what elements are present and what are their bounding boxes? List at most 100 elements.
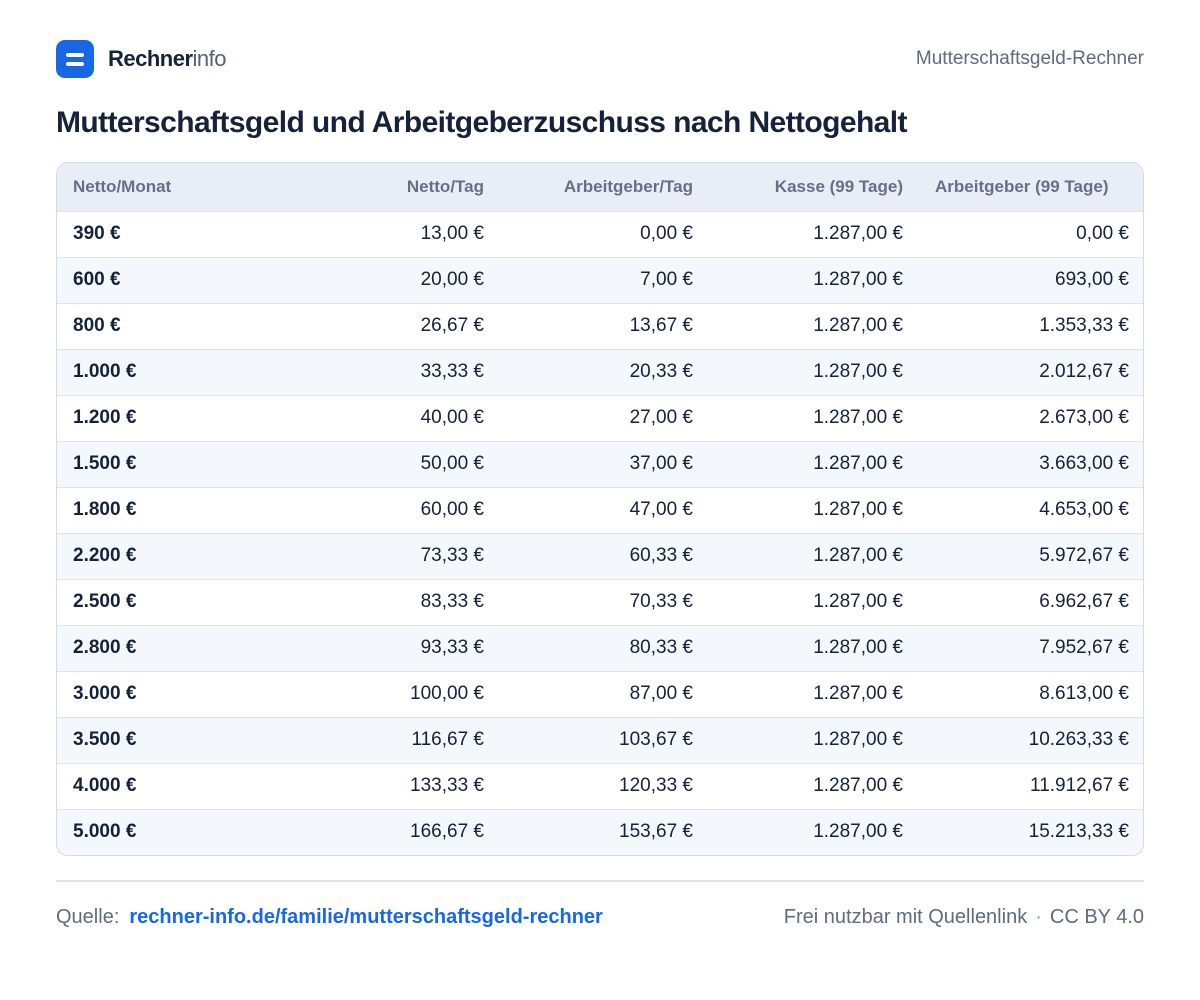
table-row: 2.800 € 93,33 € 80,33 € 1.287,00 € 7.952,67 …	[57, 625, 1143, 671]
license-name: CC BY 4.0	[1049, 906, 1144, 928]
table-cell: 11.912,67 €	[1030, 775, 1129, 796]
table-cell: 27,00 €	[629, 407, 693, 428]
table-cell: 87,00 €	[629, 683, 693, 704]
table-row: 800 € 26,67 € 13,67 € 1.287,00 € 1.353,33 €	[57, 303, 1143, 349]
table-cell: 120,33 €	[619, 775, 693, 796]
table-cell: 2.500 €	[73, 591, 137, 612]
table-cell: 1.800 €	[73, 499, 137, 520]
table-cell: 800 €	[73, 315, 121, 336]
table-cell: 1.287,00 €	[813, 269, 903, 290]
table-cell: 1.287,00 €	[813, 637, 903, 658]
table-row: 5.000 € 166,67 € 153,67 € 1.287,00 € 15.213,…	[57, 809, 1143, 855]
source-link[interactable]: rechner-info.de/familie/mutterschaftsgel…	[129, 906, 603, 928]
table-cell: 73,33 €	[420, 545, 484, 566]
source-prefix: Quelle:	[56, 906, 120, 928]
table-cell: 0,00 €	[640, 223, 693, 244]
table-cell: 1.287,00 €	[813, 407, 903, 428]
table-cell: 47,00 €	[629, 499, 693, 520]
table-body: 390 € 13,00 € 0,00 € 1.287,00 € 0,00 € 600 € 2…	[57, 211, 1143, 855]
table-cell: 1.287,00 €	[813, 361, 903, 382]
equals-icon	[56, 40, 94, 78]
table-row: 390 € 13,00 € 0,00 € 1.287,00 € 0,00 €	[57, 211, 1143, 257]
table-cell: 37,00 €	[629, 453, 693, 474]
table-cell: 100,00 €	[410, 683, 484, 704]
table-cell: 26,67 €	[420, 315, 484, 336]
footer-divider	[56, 880, 1144, 882]
table-cell: 1.287,00 €	[813, 775, 903, 796]
table-row: 1.200 € 40,00 € 27,00 € 1.287,00 € 2.673,00 …	[57, 395, 1143, 441]
table-cell: 390 €	[73, 223, 121, 244]
table-row: 3.500 € 116,67 € 103,67 € 1.287,00 € 10.263,…	[57, 717, 1143, 763]
table-cell: 5.972,67 €	[1039, 545, 1129, 566]
table-cell: 1.287,00 €	[813, 453, 903, 474]
data-table-card: Netto/Monat Netto/Tag Arbeitgeber/Tag Ka…	[56, 162, 1144, 856]
table-cell: 80,33 €	[629, 637, 693, 658]
table-cell: 3.500 €	[73, 729, 137, 750]
table-cell: 1.287,00 €	[813, 591, 903, 612]
table-cell: 20,00 €	[420, 269, 484, 290]
table-cell: 15.213,33 €	[1028, 821, 1129, 843]
table-row: 3.000 € 100,00 € 87,00 € 1.287,00 € 8.613,00…	[57, 671, 1143, 717]
table-cell: 600 €	[73, 269, 121, 290]
table-cell: 7,00 €	[640, 269, 693, 290]
page-title: Mutterschaftsgeld und Arbeitgeberzuschus…	[56, 106, 907, 139]
table-cell: 8.613,00 €	[1039, 683, 1129, 704]
table-cell: 1.287,00 €	[813, 315, 903, 336]
table-cell: 1.500 €	[73, 453, 137, 474]
table-cell: 6.962,67 €	[1039, 591, 1129, 612]
table-cell: 7.952,67 €	[1039, 637, 1129, 658]
table-row: 2.200 € 73,33 € 60,33 € 1.287,00 € 5.972,67 …	[57, 533, 1143, 579]
table-cell: 153,67 €	[619, 821, 693, 843]
column-header: Netto/Monat	[73, 176, 172, 196]
table-cell: 20,33 €	[629, 361, 693, 382]
table-cell: 693,00 €	[1055, 269, 1129, 290]
table-cell: 2.200 €	[73, 545, 137, 566]
table-row: 1.500 € 50,00 € 37,00 € 1.287,00 € 3.663,00 …	[57, 441, 1143, 487]
table-cell: 1.287,00 €	[813, 545, 903, 566]
top-bar: Rechnerinfo Mutterschaftsgeld-Rechner	[56, 40, 1144, 78]
table-cell: 4.653,00 €	[1039, 499, 1129, 520]
table-cell: 1.287,00 €	[813, 683, 903, 704]
table-cell: 93,33 €	[420, 637, 484, 658]
table-cell: 13,00 €	[420, 223, 484, 244]
table-header-row: Netto/Monat Netto/Tag Arbeitgeber/Tag Ka…	[57, 163, 1143, 211]
table-cell: 103,67 €	[619, 729, 693, 750]
table-cell: 33,33 €	[420, 361, 484, 382]
license-text: Frei nutzbar mit Quellenlink	[783, 906, 1028, 928]
table-cell: 50,00 €	[420, 453, 484, 474]
footer: Quelle: rechner-info.de/familie/muttersch…	[56, 906, 1144, 929]
table-cell: 60,00 €	[420, 499, 484, 520]
table-cell: 3.663,00 €	[1039, 453, 1129, 474]
table-cell: 1.287,00 €	[813, 821, 903, 843]
brand-name-light: info	[192, 46, 227, 71]
brand-name-strong: Rechner	[108, 46, 193, 71]
table-cell: 1.287,00 €	[813, 729, 903, 750]
table-cell: 116,67 €	[411, 729, 484, 750]
table-cell: 1.000 €	[73, 361, 137, 382]
table-row: 1.000 € 33,33 € 20,33 € 1.287,00 € 2.012,67 …	[57, 349, 1143, 395]
table-cell: 0,00 €	[1076, 223, 1129, 244]
table-cell: 1.287,00 €	[813, 499, 903, 520]
table-cell: 3.000 €	[73, 683, 137, 704]
table-row: 1.800 € 60,00 € 47,00 € 1.287,00 € 4.653,00 …	[57, 487, 1143, 533]
table-row: 4.000 € 133,33 € 120,33 € 1.287,00 € 11.912,…	[57, 763, 1143, 809]
table-cell: 1.353,33 €	[1039, 315, 1129, 336]
table-cell: 70,33 €	[629, 591, 693, 612]
table-cell: 2.800 €	[73, 637, 137, 658]
table-cell: 166,67 €	[410, 821, 484, 843]
table-cell: 60,33 €	[629, 545, 693, 566]
table-cell: 40,00 €	[420, 407, 484, 428]
table-cell: 10.263,33 €	[1028, 729, 1129, 750]
license-line: Frei nutzbar mit Quellenlink · CC BY 4.0	[784, 906, 1144, 929]
table-cell: 2.673,00 €	[1039, 407, 1129, 428]
separator: ·	[1035, 906, 1042, 928]
column-header: Arbeitgeber (99 Tage)	[935, 176, 1109, 196]
table-cell: 1.200 €	[73, 407, 137, 428]
table-row: 2.500 € 83,33 € 70,33 € 1.287,00 € 6.962,67 …	[57, 579, 1143, 625]
brand-name: Rechnerinfo	[108, 46, 227, 71]
table-cell: 13,67 €	[629, 315, 693, 336]
column-header: Arbeitgeber/Tag	[563, 176, 693, 196]
table-cell: 2.012,67 €	[1039, 361, 1129, 382]
column-header: Kasse (99 Tage)	[774, 176, 903, 196]
brand[interactable]: Rechnerinfo	[56, 40, 227, 78]
